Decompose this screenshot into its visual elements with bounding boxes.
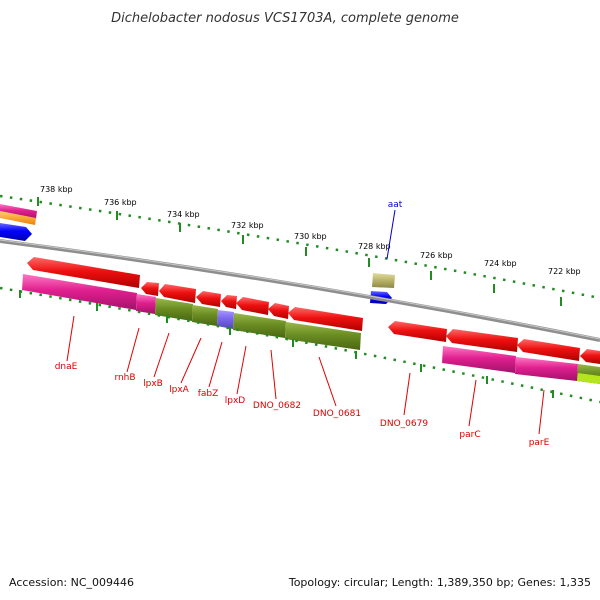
- leader-DNO_0679: [404, 373, 410, 415]
- leader-lpxB: [154, 333, 169, 377]
- label-leader-lines: [67, 210, 544, 434]
- gene-rnhB-red[interactable]: [141, 282, 159, 296]
- outer-ruler-dots: [0, 196, 600, 298]
- red-gene-track: [27, 257, 600, 364]
- gene-aat-khaki[interactable]: [372, 273, 395, 288]
- leader-lpxA: [181, 338, 201, 383]
- kbp-label-732: 732 kbp: [231, 221, 264, 230]
- gene-label-fabZ[interactable]: fabZ: [198, 389, 219, 399]
- gene-label-parE[interactable]: parE: [529, 438, 550, 448]
- gene-parE-red[interactable]: [517, 339, 580, 361]
- bar-lpxA-olive[interactable]: [192, 305, 218, 326]
- gene-lpxA-red[interactable]: [196, 291, 221, 307]
- gene-label-dnaE[interactable]: dnaE: [55, 362, 78, 372]
- gene-right-edge-red[interactable]: [580, 349, 600, 364]
- leader-parE: [539, 390, 544, 434]
- leader-rnhB: [127, 328, 139, 372]
- kbp-label-728: 728 kbp: [358, 242, 391, 251]
- gene-lpxD-red[interactable]: [236, 297, 269, 315]
- gene-fabZ-red[interactable]: [221, 295, 237, 309]
- gene-label-rnhB[interactable]: rnhB: [114, 373, 135, 383]
- gene-DNO_0679-red[interactable]: [388, 321, 447, 342]
- kbp-label-734: 734 kbp: [167, 210, 200, 219]
- kbp-label-724: 724 kbp: [484, 259, 517, 268]
- gene-label-DNO_0681[interactable]: DNO_0681: [313, 409, 361, 419]
- map-title: Dichelobacter nodosus VCS1703A, complete…: [111, 11, 459, 26]
- kbp-label-736: 736 kbp: [104, 198, 137, 207]
- gene-top-left-blue[interactable]: [0, 223, 32, 241]
- gene-DNO_0682-red[interactable]: [268, 303, 289, 319]
- bar-parE-magenta[interactable]: [515, 357, 578, 381]
- leader-fabZ: [209, 342, 222, 387]
- kbp-label-738: 738 kbp: [40, 185, 73, 194]
- gene-label-DNO_0682[interactable]: DNO_0682: [253, 401, 301, 411]
- leader-DNO_0681: [319, 357, 336, 406]
- leader-lpxD: [237, 346, 246, 394]
- gene-label-DNO_0679[interactable]: DNO_0679: [380, 419, 428, 429]
- leader-dnaE: [67, 316, 74, 361]
- gene-label-lpxD[interactable]: lpxD: [225, 396, 246, 406]
- leader-parC: [469, 380, 476, 426]
- function-color-track: [22, 274, 600, 384]
- gene-label-lpxA[interactable]: lpxA: [169, 385, 190, 395]
- topology-text: Topology: circular; Length: 1,389,350 bp…: [288, 576, 591, 589]
- gene-label-parC[interactable]: parC: [459, 430, 480, 440]
- kbp-label-726: 726 kbp: [420, 251, 453, 260]
- bar-fabZ-purple[interactable]: [217, 310, 234, 329]
- gene-label-aat[interactable]: aat: [388, 200, 403, 210]
- gene-label-lpxB[interactable]: lpxB: [143, 379, 163, 389]
- leader-aat: [387, 210, 395, 259]
- genome-map: Dichelobacter nodosus VCS1703A, complete…: [0, 0, 600, 600]
- accession-text: Accession: NC_009446: [9, 576, 134, 589]
- kbp-label-722: 722 kbp: [548, 267, 581, 276]
- leader-DNO_0682: [271, 350, 276, 399]
- kbp-label-730: 730 kbp: [294, 232, 327, 241]
